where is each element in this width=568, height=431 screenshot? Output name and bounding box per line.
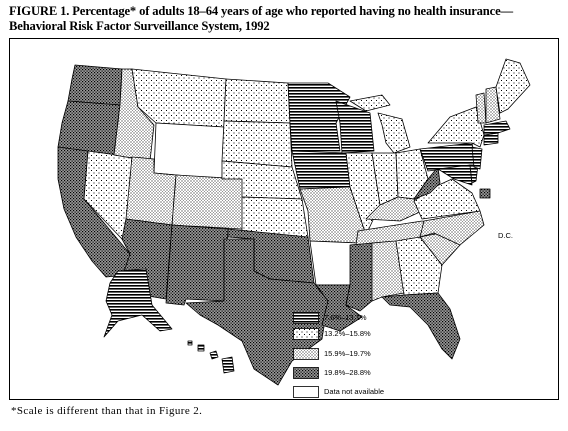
legend-swatch-sparse-dots xyxy=(293,328,319,340)
map-frame: 7.6%–13.1% 13.2%–15.8% 15.9%–19.7% 19.8%… xyxy=(9,38,559,400)
figure-title: FIGURE 1. Percentage* of adults 18–64 ye… xyxy=(9,4,513,33)
legend-label: 15.9%–19.7% xyxy=(324,349,371,358)
state-hawaii xyxy=(187,340,235,374)
state-vermont xyxy=(475,92,487,124)
legend-swatch-crosshatch xyxy=(293,367,319,379)
state-massachusetts xyxy=(483,120,511,136)
state-maryland xyxy=(437,164,473,186)
legend-item: 19.8%–28.8% xyxy=(293,367,433,379)
dc-label: D.C. xyxy=(498,231,513,240)
state-alabama xyxy=(371,240,405,302)
state-iowa xyxy=(291,150,351,190)
state-colorado xyxy=(171,174,245,230)
state-texas xyxy=(185,238,329,386)
legend-swatch-dense-dots xyxy=(293,348,319,360)
legend-label: Data not available xyxy=(324,387,385,396)
state-new-jersey xyxy=(471,146,483,170)
state-florida xyxy=(381,292,461,360)
legend-label: 19.8%–28.8% xyxy=(324,368,371,377)
state-new-mexico xyxy=(165,224,229,306)
state-new-york xyxy=(427,106,485,148)
legend-item: 7.6%–13.1% xyxy=(293,312,433,324)
state-wyoming xyxy=(153,122,225,180)
state-alaska xyxy=(103,268,173,338)
state-oregon xyxy=(57,100,121,156)
legend-label: 13.2%–15.8% xyxy=(324,329,371,338)
state-new-hampshire xyxy=(485,86,501,124)
state-north-dakota xyxy=(223,78,291,124)
legend-item: Data not available xyxy=(293,386,433,398)
dc-swatch xyxy=(479,188,491,199)
legend-swatch-stripes xyxy=(293,312,319,324)
state-maine xyxy=(495,58,531,114)
us-map xyxy=(57,58,531,386)
state-wisconsin xyxy=(335,100,375,154)
legend-item: 13.2%–15.8% xyxy=(293,328,433,340)
state-south-dakota xyxy=(221,120,293,168)
state-minnesota xyxy=(287,82,351,152)
legend-swatch-blank xyxy=(293,386,319,398)
state-georgia xyxy=(395,236,443,296)
legend-item: 15.9%–19.7% xyxy=(293,348,433,360)
state-mississippi xyxy=(345,242,373,312)
state-washington xyxy=(67,64,123,106)
state-west-virginia xyxy=(413,166,441,200)
footnote: *Scale is different than that in Figure … xyxy=(11,405,203,417)
legend-label: 7.6%–13.1% xyxy=(324,313,367,322)
